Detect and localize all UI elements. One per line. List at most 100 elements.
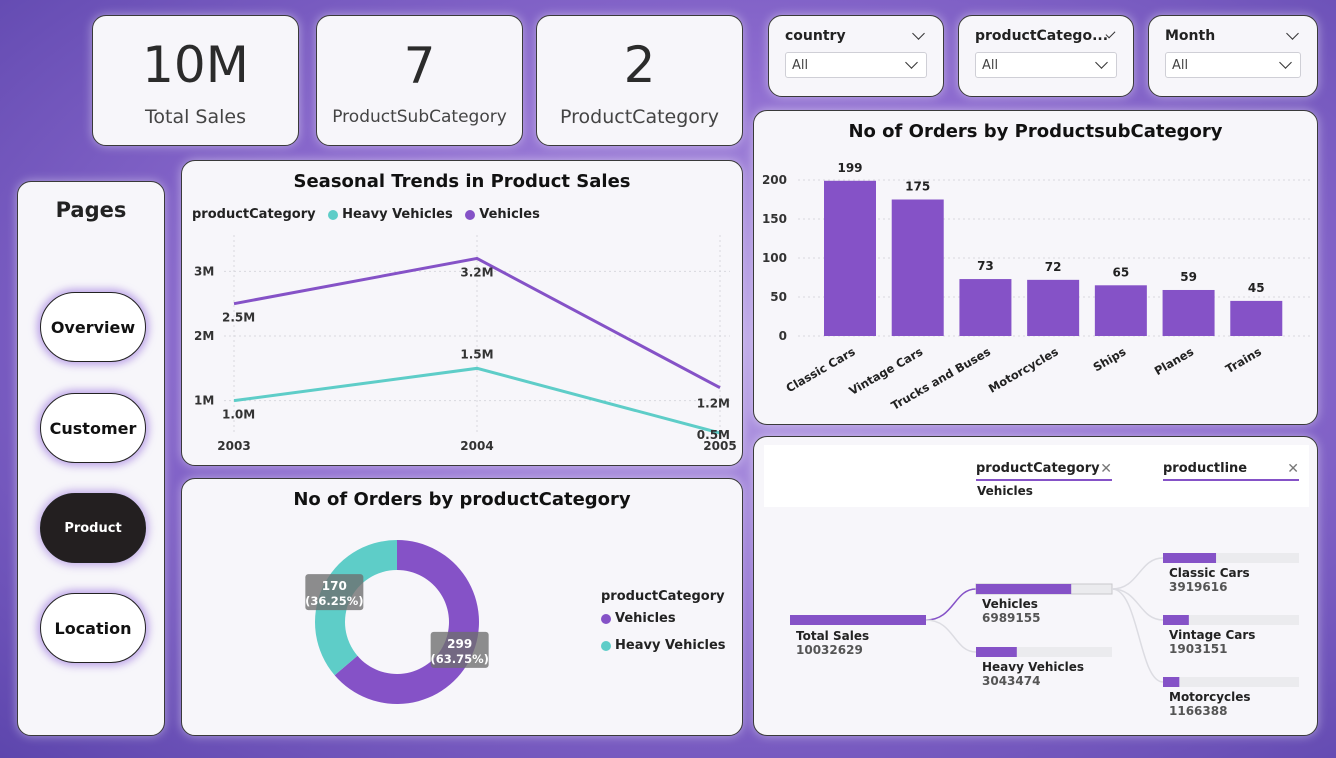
bar-fill xyxy=(1163,615,1189,625)
legend-heavy-vehicles: Heavy Vehicles xyxy=(342,207,453,222)
data-label: 1.5M xyxy=(460,347,493,361)
slicer-value: All xyxy=(982,57,999,73)
nav-customer-button[interactable]: Customer xyxy=(40,393,146,463)
country-dropdown[interactable]: All xyxy=(785,52,927,78)
x-tick-label: 2005 xyxy=(703,439,736,453)
data-label: 3.2M xyxy=(460,265,493,279)
product-category-dropdown[interactable]: All xyxy=(975,52,1117,78)
donut-chart: 299(63.75%) 170(36.25%) xyxy=(305,540,489,704)
slicer-value: All xyxy=(1172,57,1189,73)
legend-dot-vehicles xyxy=(465,209,476,220)
legend-label: Heavy Vehicles xyxy=(615,638,726,653)
data-label-percent: (36.25%) xyxy=(305,594,363,608)
bar-track xyxy=(1163,677,1299,687)
orders-by-category-card: No of Orders by productCategory 299 (63.7… xyxy=(181,478,743,736)
month-slicer[interactable]: Month All xyxy=(1148,15,1318,97)
bar-fill xyxy=(1163,553,1217,563)
data-label: 2.5M xyxy=(222,311,255,325)
bar-classic-cars xyxy=(824,180,876,336)
month-dropdown[interactable]: All xyxy=(1165,52,1301,78)
data-label-value: 299 xyxy=(447,637,472,651)
data-label: 1.2M xyxy=(697,397,730,411)
connector xyxy=(1111,588,1164,683)
chevron-down-icon xyxy=(1279,56,1292,69)
series-line-heavy-vehicles xyxy=(233,366,721,435)
connector xyxy=(925,619,977,653)
chevron-down-icon[interactable] xyxy=(912,27,925,40)
data-label: 0.5M xyxy=(697,428,730,442)
data-label: 72 xyxy=(1045,260,1062,274)
chart-title: No of Orders by productCategory xyxy=(293,489,631,510)
filter-value: Vehicles xyxy=(977,484,1033,498)
y-tick-label: 3M xyxy=(194,264,214,278)
data-label-value: 170 xyxy=(322,579,347,593)
close-icon[interactable]: ✕ xyxy=(1100,461,1112,477)
x-tick-label: Trains xyxy=(1223,344,1264,376)
bar-track xyxy=(1163,615,1299,625)
node-value: 1166388 xyxy=(1169,704,1227,718)
data-label-bg xyxy=(430,631,489,668)
kpi-product-category: 2 ProductCategory xyxy=(536,15,743,146)
nav-product-button[interactable]: Product xyxy=(40,493,146,563)
chevron-down-icon[interactable] xyxy=(1286,27,1299,40)
y-tick-label: 200 xyxy=(762,173,787,187)
data-label: 73 xyxy=(977,259,994,273)
root-bar xyxy=(790,615,926,625)
close-icon[interactable]: ✕ xyxy=(1287,461,1299,477)
legend-dot-vehicles xyxy=(601,613,611,624)
node-value: 1903151 xyxy=(1169,642,1227,656)
legend-label: Vehicles xyxy=(615,611,676,626)
x-tick-label: Ships xyxy=(1091,344,1129,374)
node-label: Total Sales xyxy=(796,629,869,643)
donut-legend-heavy-vehicles: Heavy Vehicles xyxy=(601,638,726,653)
slicer-label: country xyxy=(785,28,846,44)
bar-ships xyxy=(1094,285,1147,336)
kpi-value: 2 xyxy=(623,35,656,94)
nav-overview-button[interactable]: Overview xyxy=(40,292,146,362)
chart-title: Seasonal Trends in Product Sales xyxy=(293,171,631,192)
decomposition-tree-card: productCategory ✕ Vehicles productline ✕… xyxy=(753,436,1318,736)
kpi-value: 10M xyxy=(142,35,249,94)
filter-strip xyxy=(764,445,1309,507)
node-value: 3043474 xyxy=(982,674,1040,688)
slicer-label: Month xyxy=(1165,28,1216,44)
bar-track xyxy=(1163,553,1299,563)
kpi-label: Total Sales xyxy=(145,105,246,128)
y-tick-label: 1M xyxy=(194,394,214,408)
x-tick-label: 2003 xyxy=(217,439,250,453)
donut-legend-vehicles: Vehicles xyxy=(601,611,676,626)
data-label: 65 xyxy=(1113,265,1130,279)
x-tick-label: 2004 xyxy=(460,439,493,453)
bar-track xyxy=(976,647,1112,657)
filter-field: productCategory xyxy=(976,461,1100,476)
data-label-percent: (63.75%) xyxy=(430,652,488,666)
line-legend: productCategory Heavy Vehicles Vehicles xyxy=(192,207,540,222)
bar-vintage-cars xyxy=(891,199,944,336)
legend-dot-heavy xyxy=(601,640,611,651)
y-tick-label: 2M xyxy=(194,329,214,343)
donut-legend-title: productCategory xyxy=(601,589,725,604)
x-tick-label: Planes xyxy=(1152,344,1196,378)
country-slicer[interactable]: country All xyxy=(768,15,944,97)
node-label: Heavy Vehicles xyxy=(982,660,1084,674)
node-label: Motorcycles xyxy=(1169,690,1251,704)
bar-fill xyxy=(1163,677,1180,687)
filter-product-category[interactable]: productCategory ✕ xyxy=(976,461,1112,481)
bar-motorcycles xyxy=(1027,279,1080,336)
kpi-total-sales: 10M Total Sales xyxy=(92,15,299,146)
y-tick-label: 100 xyxy=(762,251,787,265)
bar-planes xyxy=(1162,289,1215,336)
pages-nav: Pages Overview Customer Product Location xyxy=(17,181,165,736)
legend-title: productCategory xyxy=(192,207,316,222)
nav-location-button[interactable]: Location xyxy=(40,593,146,663)
data-label: 1.0M xyxy=(222,408,255,422)
line-chart: 1M 2M 3M 2003 2004 2005 1.0M 1.5M 0.5M 2.5M 3.2M 1.… xyxy=(194,235,737,453)
product-category-slicer[interactable]: productCatego... All xyxy=(958,15,1134,97)
connector xyxy=(1111,588,1164,621)
filter-productline[interactable]: productline ✕ xyxy=(1163,461,1299,481)
orders-by-subcategory-card: No of Orders by ProductsubCategory 0 50 10… xyxy=(753,110,1318,425)
node-value: 3919616 xyxy=(1169,580,1227,594)
slicer-label: productCatego... xyxy=(975,28,1109,44)
connector xyxy=(925,588,977,621)
